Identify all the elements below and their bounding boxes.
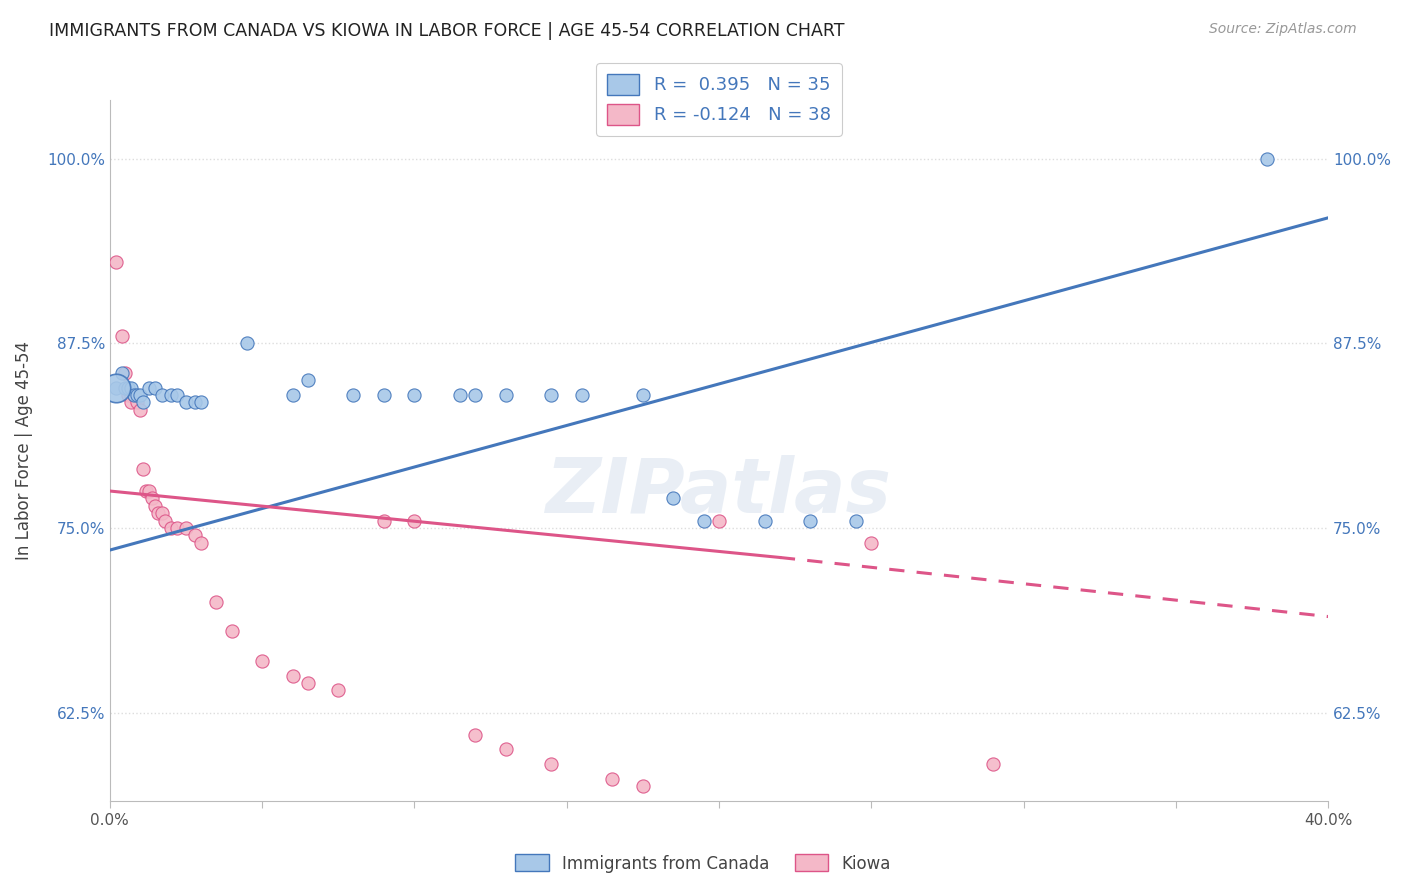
Point [449, 388, 471, 402]
Point [166, 521, 188, 535]
Point [373, 514, 395, 528]
Point [150, 388, 173, 402]
Point [138, 381, 160, 395]
Point [404, 514, 426, 528]
Point [111, 366, 134, 380]
Point [120, 395, 142, 409]
Point [571, 388, 593, 402]
Point [159, 388, 181, 402]
Point [114, 366, 136, 380]
Point [662, 491, 685, 506]
Point [860, 535, 883, 549]
Point [540, 757, 562, 772]
Point [328, 683, 350, 698]
Point [141, 491, 163, 506]
Point [602, 772, 624, 786]
Point [464, 728, 486, 742]
Point [148, 506, 170, 520]
Point [754, 514, 776, 528]
Point [153, 514, 176, 528]
Point [495, 388, 517, 402]
Point [150, 506, 173, 520]
Point [104, 381, 127, 395]
Point [1256, 152, 1278, 166]
Point [138, 483, 160, 498]
Point [190, 395, 212, 409]
Point [404, 388, 426, 402]
Point [845, 514, 868, 528]
Point [540, 388, 562, 402]
Point [120, 381, 142, 395]
Point [129, 402, 152, 417]
Point [104, 381, 127, 395]
Point [145, 381, 167, 395]
Text: IMMIGRANTS FROM CANADA VS KIOWA IN LABOR FORCE | AGE 45-54 CORRELATION CHART: IMMIGRANTS FROM CANADA VS KIOWA IN LABOR… [49, 22, 845, 40]
Point [297, 373, 319, 387]
Point [190, 535, 212, 549]
Text: Source: ZipAtlas.com: Source: ZipAtlas.com [1209, 22, 1357, 37]
Point [342, 388, 364, 402]
Point [104, 255, 127, 269]
Text: ZIPatlas: ZIPatlas [546, 456, 891, 530]
Point [174, 395, 197, 409]
Point [184, 528, 207, 542]
Point [132, 462, 155, 476]
Point [127, 388, 149, 402]
Point [129, 388, 152, 402]
Point [205, 595, 228, 609]
Legend: Immigrants from Canada, Kiowa: Immigrants from Canada, Kiowa [509, 847, 897, 880]
Point [281, 388, 304, 402]
Point [981, 757, 1004, 772]
Point [117, 381, 139, 395]
Point [281, 668, 304, 682]
Point [707, 514, 730, 528]
Point [631, 388, 654, 402]
Point [122, 388, 145, 402]
Point [127, 395, 149, 409]
Point [145, 499, 167, 513]
Point [250, 654, 273, 668]
Point [236, 336, 259, 351]
Point [132, 395, 155, 409]
Point [120, 388, 142, 402]
Point [495, 742, 517, 756]
Y-axis label: In Labor Force | Age 45-54: In Labor Force | Age 45-54 [15, 341, 32, 560]
Point [297, 676, 319, 690]
Point [373, 388, 395, 402]
Point [464, 388, 486, 402]
Point [111, 329, 134, 343]
Legend: R =  0.395   N = 35, R = -0.124   N = 38: R = 0.395 N = 35, R = -0.124 N = 38 [596, 63, 842, 136]
Point [166, 388, 188, 402]
Point [122, 388, 145, 402]
Point [693, 514, 716, 528]
Point [631, 780, 654, 794]
Point [117, 388, 139, 402]
Point [159, 521, 181, 535]
Point [135, 483, 157, 498]
Point [799, 514, 821, 528]
Point [174, 521, 197, 535]
Point [221, 624, 243, 639]
Point [114, 381, 136, 395]
Point [184, 395, 207, 409]
